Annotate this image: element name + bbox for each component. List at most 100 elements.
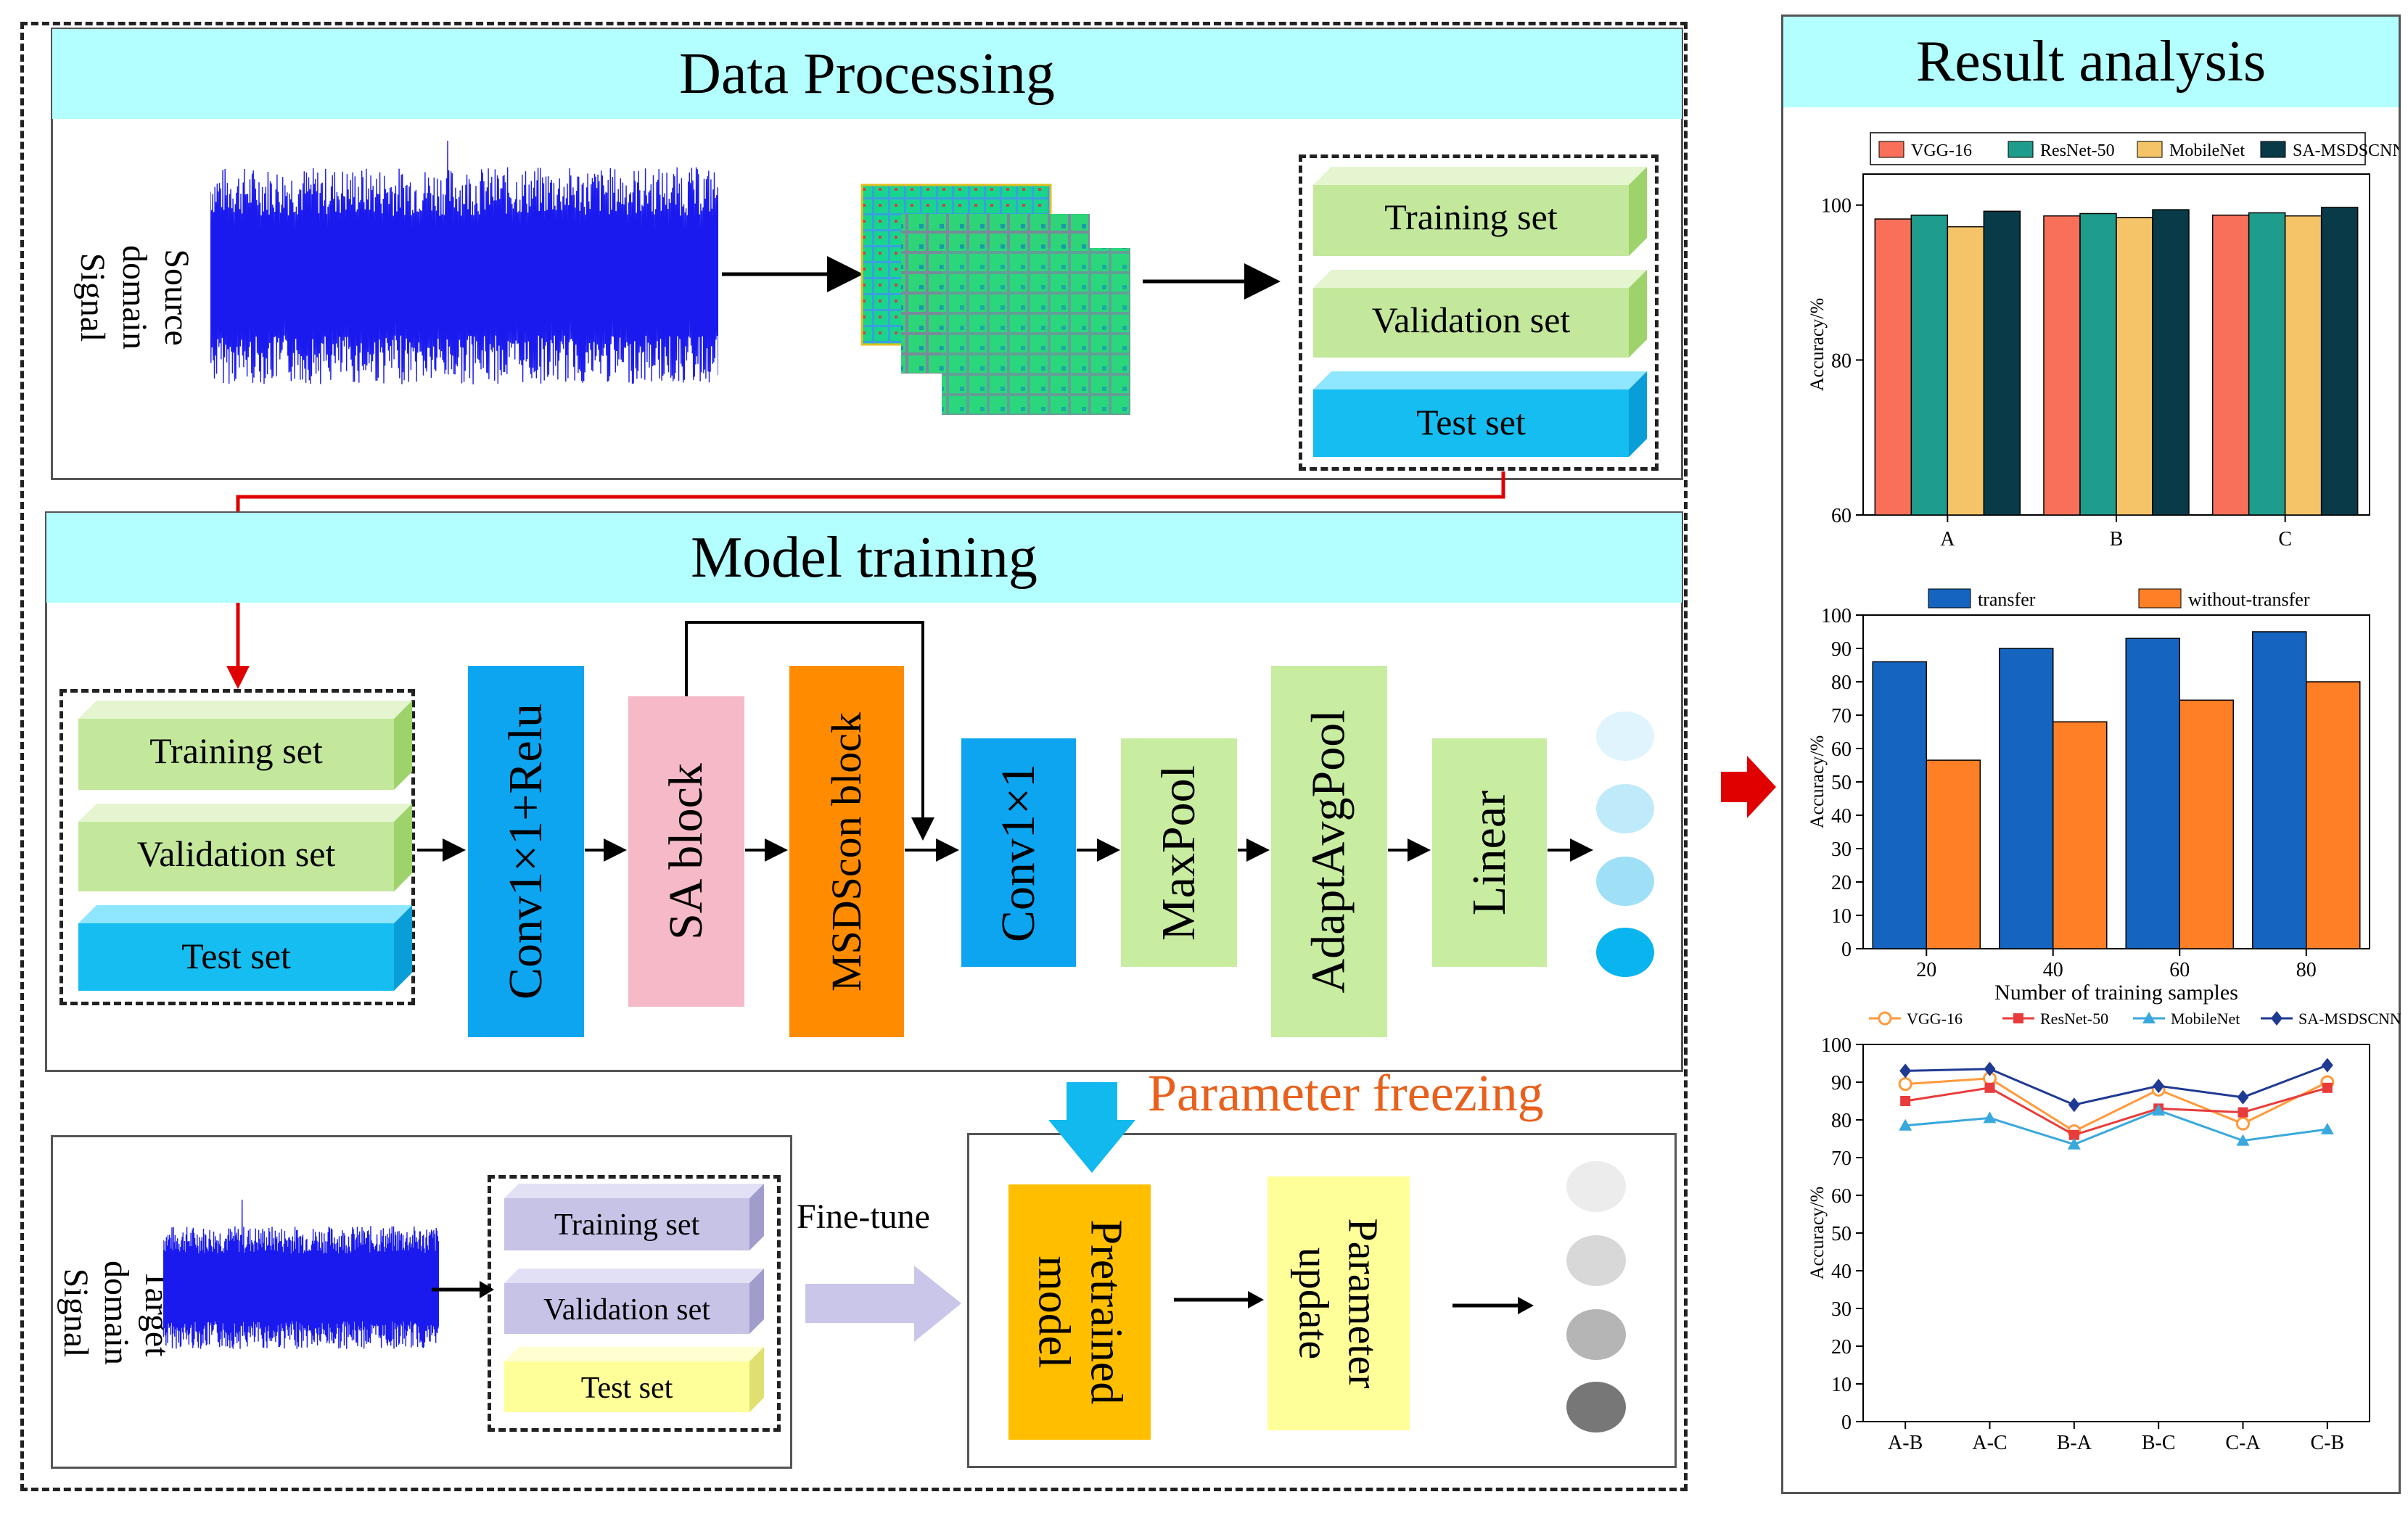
x-tick-label: A [1940, 528, 1955, 551]
legend-label: MobileNet [2169, 141, 2245, 160]
line-ResNet-50 [1904, 1087, 2328, 1137]
point-VGG-16-A-B [1898, 1077, 1912, 1092]
point-ResNet-50-A-B [1900, 1096, 1911, 1106]
bar-vgg-16-a [1874, 218, 1912, 516]
bar-transfer-60 [2125, 638, 2180, 949]
y-axis-label: Accuracy/% [1807, 735, 1828, 828]
bottom-validation-set-label: Validation set [543, 1293, 710, 1327]
bottom-test-set-label: Test set [580, 1372, 673, 1405]
x-tick-label: A-C [1972, 1432, 2007, 1454]
point-ResNet-50-C-A [2238, 1107, 2248, 1118]
y-tick-label: 50 [1831, 772, 1852, 794]
y-tick-label: 90 [1831, 638, 1852, 661]
legend-label: transfer [1978, 589, 2036, 610]
msdscon-block: MSDScon block [789, 666, 904, 1037]
parameter-freezing-label: Parameter freezing [1148, 1064, 1544, 1122]
point-MobileNet-A-C [1983, 1111, 1997, 1124]
result-arrow [1721, 756, 1776, 818]
chart-transfer-lines: 0 10 20 30 40 50 60 70 80 90 100 Accuracy/% A-B A-C B-… [1807, 1010, 2401, 1454]
parameter-update-block: Parameter update [1267, 1176, 1410, 1430]
legend-marker [1878, 1011, 1892, 1026]
bar-transfer-80 [2252, 631, 2307, 949]
dataset-box-top [1299, 154, 1659, 471]
skip-connection [685, 621, 934, 841]
bar-without-transfer-20 [1926, 759, 1981, 949]
maxpool-block: MaxPool [1121, 738, 1237, 967]
x-tick-label: C [2278, 528, 2292, 551]
y-tick-label: 80 [1831, 1110, 1852, 1132]
bar-without-transfer-80 [2306, 681, 2361, 949]
y-tick-label: 0 [1841, 939, 1852, 961]
bar-resnet-50-b [2079, 213, 2117, 516]
bar-mobilenet-a [1947, 226, 1985, 516]
legend-label: VGG-16 [1911, 141, 1972, 160]
legend-label: without-transfer [2188, 589, 2310, 610]
legend-marker [2013, 1013, 2023, 1023]
point-MobileNet-B-C [2152, 1104, 2166, 1116]
pretrained-model-block: Pretrained model [1008, 1184, 1151, 1440]
line-SA-MSDSCNN [1905, 1064, 2328, 1106]
point-MobileNet-C-A [2236, 1134, 2250, 1146]
legend-label: ResNet-50 [2040, 1010, 2108, 1028]
bar-transfer-40 [1999, 648, 2054, 949]
process-arrows-top [722, 256, 1281, 300]
bar-sa-msdscnn-a [1983, 210, 2021, 516]
x-tick-label: 20 [1916, 959, 1936, 981]
point-ResNet-50-B-A [2068, 1129, 2079, 1140]
data-processing-header: Data Processing [52, 29, 1682, 119]
data-processing-title: Data Processing [679, 41, 1055, 106]
mid-validation-set-label: Validation set [136, 833, 336, 874]
bottom-training-set-label: Training set [554, 1208, 700, 1242]
y-tick-label: 100 [1821, 605, 1852, 627]
outer-dashed-frame [20, 22, 1688, 1491]
legend-marker [2271, 1011, 2282, 1026]
output-nodes-blue [1596, 712, 1654, 977]
x-axis-label: Number of training samples [1994, 981, 2238, 1005]
chart-accuracy-bars: 60 80 100 Accuracy/% A B C VGG-16 ResNet-50 Mobil… [1807, 132, 2399, 551]
bar-vgg-16-b [2043, 215, 2081, 516]
y-tick-label: 40 [1831, 805, 1852, 828]
target-domain-panel [51, 1135, 792, 1469]
legend-label: SA-MSDSCNN [2293, 141, 2399, 160]
spectrogram-front [942, 248, 1130, 415]
target-signal-label: Target domain Signal [57, 1261, 176, 1365]
y-axis-label: Accuracy/% [1807, 1187, 1828, 1279]
point-SA-MSDSCNN-B-A [2068, 1097, 2080, 1113]
point-ResNet-50-A-C [1984, 1082, 1995, 1093]
point-SA-MSDSCNN-B-C [2153, 1079, 2165, 1094]
y-tick-label: 40 [1831, 1261, 1852, 1283]
point-ResNet-50-C-B [2322, 1082, 2333, 1093]
target-signal-trace [163, 1199, 439, 1349]
point-SA-MSDSCNN-A-B [1899, 1063, 1912, 1079]
x-tick-label: B-A [2057, 1432, 2092, 1454]
conv1x1-block: Conv1×1 [961, 738, 1076, 967]
point-SA-MSDSCNN-C-A [2237, 1089, 2249, 1105]
dataset-box-bottom [488, 1175, 781, 1432]
y-tick-label: 100 [1821, 195, 1852, 218]
point-SA-MSDSCNN-A-C [1984, 1061, 1996, 1076]
x-tick-label: A-B [1888, 1432, 1923, 1454]
top-test-set-label: Test set [1416, 402, 1526, 442]
x-tick-label: 40 [2043, 959, 2063, 981]
dataset-slabs-bottom [504, 1184, 764, 1412]
y-tick-label: 10 [1831, 905, 1852, 928]
legend-box [1870, 132, 2366, 165]
x-tick-label: B-C [2142, 1432, 2176, 1454]
bar-resnet-50-a [1910, 214, 1949, 516]
bar-resnet-50-c [2248, 212, 2286, 516]
x-tick-label: C-B [2310, 1432, 2344, 1454]
finetune-arrows [1174, 1291, 1534, 1314]
target-arrow [432, 1281, 494, 1298]
bar-mobilenet-c [2284, 215, 2322, 516]
plot-frame [1862, 1044, 2370, 1422]
x-tick-label: B [2110, 528, 2124, 551]
bar-sa-msdscnn-c [2320, 207, 2359, 516]
output-nodes-gray [1566, 1161, 1626, 1432]
legend-label: SA-MSDSCNN [2298, 1010, 2401, 1028]
dataset-slabs-top [1313, 167, 1647, 457]
result-analysis-header: Result analysis [1783, 17, 2399, 107]
bar-transfer-20 [1872, 661, 1927, 949]
y-tick-label: 60 [1831, 738, 1852, 761]
y-tick-label: 60 [1831, 505, 1852, 527]
x-tick-label: C-A [2225, 1432, 2261, 1454]
